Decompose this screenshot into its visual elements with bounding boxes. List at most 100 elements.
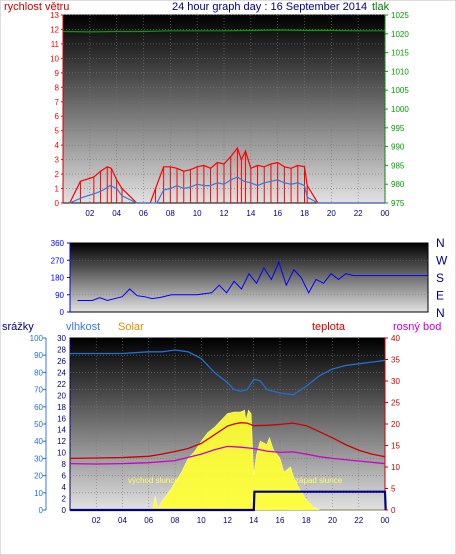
temperature-label: teplota: [312, 321, 346, 333]
pressure-line: [62, 29, 385, 33]
precip-tick: 22: [57, 380, 66, 389]
direction-tick: 0: [60, 308, 65, 317]
temperature-tick: 30: [391, 377, 400, 386]
precip-tick: 30: [57, 334, 66, 343]
humidity-tick: 40: [34, 437, 43, 446]
sunset-annotation: západ slunce: [295, 476, 343, 485]
time-tick: 16: [273, 209, 282, 218]
humidity-tick: 100: [30, 334, 44, 343]
pressure-tick: 985: [391, 161, 405, 170]
wind-speed-tick: 7: [55, 98, 60, 107]
time-tick: 16: [276, 516, 285, 525]
time-tick: 04: [118, 516, 127, 525]
wind-speed-tick: 6: [55, 112, 60, 121]
wind-direction-line: [77, 260, 428, 302]
wind-speed-tick: 0: [55, 199, 60, 208]
precip-tick: 10: [57, 449, 66, 458]
precip-tick: 24: [57, 368, 66, 377]
time-tick: 08: [171, 516, 180, 525]
wind-speed-tick: 5: [55, 127, 60, 136]
time-tick: 08: [166, 209, 175, 218]
precip-tick: 14: [57, 426, 66, 435]
pressure-label: tlak: [372, 1, 390, 13]
precip-tick: 4: [62, 483, 67, 492]
wind-speed-tick: 13: [50, 11, 59, 20]
temperature-line: [69, 422, 386, 460]
temperature-tick: 20: [391, 420, 400, 429]
time-tick: 06: [139, 209, 148, 218]
humidity-tick: 10: [34, 489, 43, 498]
pressure-tick: 1025: [391, 11, 409, 20]
precip-tick: 20: [57, 391, 66, 400]
graph-title: 24 hour graph day : 16 September 2014: [172, 1, 367, 13]
temperature-tick: 25: [391, 399, 400, 408]
time-tick: 10: [193, 209, 202, 218]
precip-tick: 16: [57, 414, 66, 423]
precip-tick: 12: [57, 437, 66, 446]
wind-speed-tick: 2: [55, 170, 60, 179]
wind-speed-tick: 10: [50, 54, 59, 63]
temperature-tick: 0: [391, 506, 396, 515]
temperature-tick: 40: [391, 334, 400, 343]
direction-plot-area: [69, 242, 429, 313]
humidity-tick: 0: [39, 506, 44, 515]
temperature-tick: 10: [391, 463, 400, 472]
compass-label: N: [436, 306, 445, 320]
precip-tick: 28: [57, 345, 66, 354]
humidity-tick: 50: [34, 420, 43, 429]
precip-tick: 8: [62, 460, 67, 469]
direction-tick: 270: [51, 256, 65, 265]
pressure-tick: 1020: [391, 30, 409, 39]
time-tick: 22: [354, 516, 363, 525]
wind-speed-tick: 3: [55, 156, 60, 165]
wind-speed-tick: 1: [55, 185, 60, 194]
humidity-tick: 60: [34, 403, 43, 412]
direction-tick: 180: [51, 274, 65, 283]
pressure-tick: 1000: [391, 105, 409, 114]
wind-gust-line: [69, 146, 385, 204]
solar-area: [70, 409, 385, 511]
time-tick: 12: [220, 209, 229, 218]
time-tick: 14: [246, 209, 255, 218]
humidity-tick: 90: [34, 351, 43, 360]
pressure-tick: 995: [391, 124, 405, 133]
humidity-tick: 20: [34, 472, 43, 481]
direction-tick: 360: [51, 239, 65, 248]
wind-speed-tick: 8: [55, 83, 60, 92]
pressure-tick: 1005: [391, 86, 409, 95]
compass-label: W: [436, 254, 448, 268]
humidity-line: [70, 349, 386, 396]
compass-label: N: [436, 236, 445, 250]
direction-tick: 90: [55, 291, 64, 300]
wind-speed-tick: 12: [50, 25, 59, 34]
time-tick: 02: [85, 209, 94, 218]
humidity-tick: 30: [34, 454, 43, 463]
time-tick: 22: [354, 209, 363, 218]
pressure-tick: 980: [391, 180, 405, 189]
compass-label: E: [436, 289, 444, 303]
time-tick: 12: [223, 516, 232, 525]
temperature-tick: 5: [391, 485, 396, 494]
time-tick: 20: [327, 209, 336, 218]
time-tick: 20: [328, 516, 337, 525]
dewpoint-line: [69, 445, 386, 465]
precip-tick: 6: [62, 472, 67, 481]
time-tick: 02: [92, 516, 101, 525]
sunrise-annotation: východ slunce: [128, 476, 179, 485]
pressure-tick: 990: [391, 143, 405, 152]
humidity-tick: 80: [34, 368, 43, 377]
wind-speed-tick: 4: [55, 141, 60, 150]
wind-average-line: [69, 176, 385, 204]
precip-tick: 18: [57, 403, 66, 412]
wind-speed-label: rychlost větru: [4, 1, 69, 13]
time-tick: 18: [300, 209, 309, 218]
precip-tick: 0: [62, 506, 67, 515]
time-tick: 14: [249, 516, 258, 525]
pressure-tick: 1010: [391, 67, 409, 76]
solar-label: Solar: [118, 321, 144, 333]
time-tick: 18: [302, 516, 311, 525]
time-tick: 00: [381, 516, 390, 525]
